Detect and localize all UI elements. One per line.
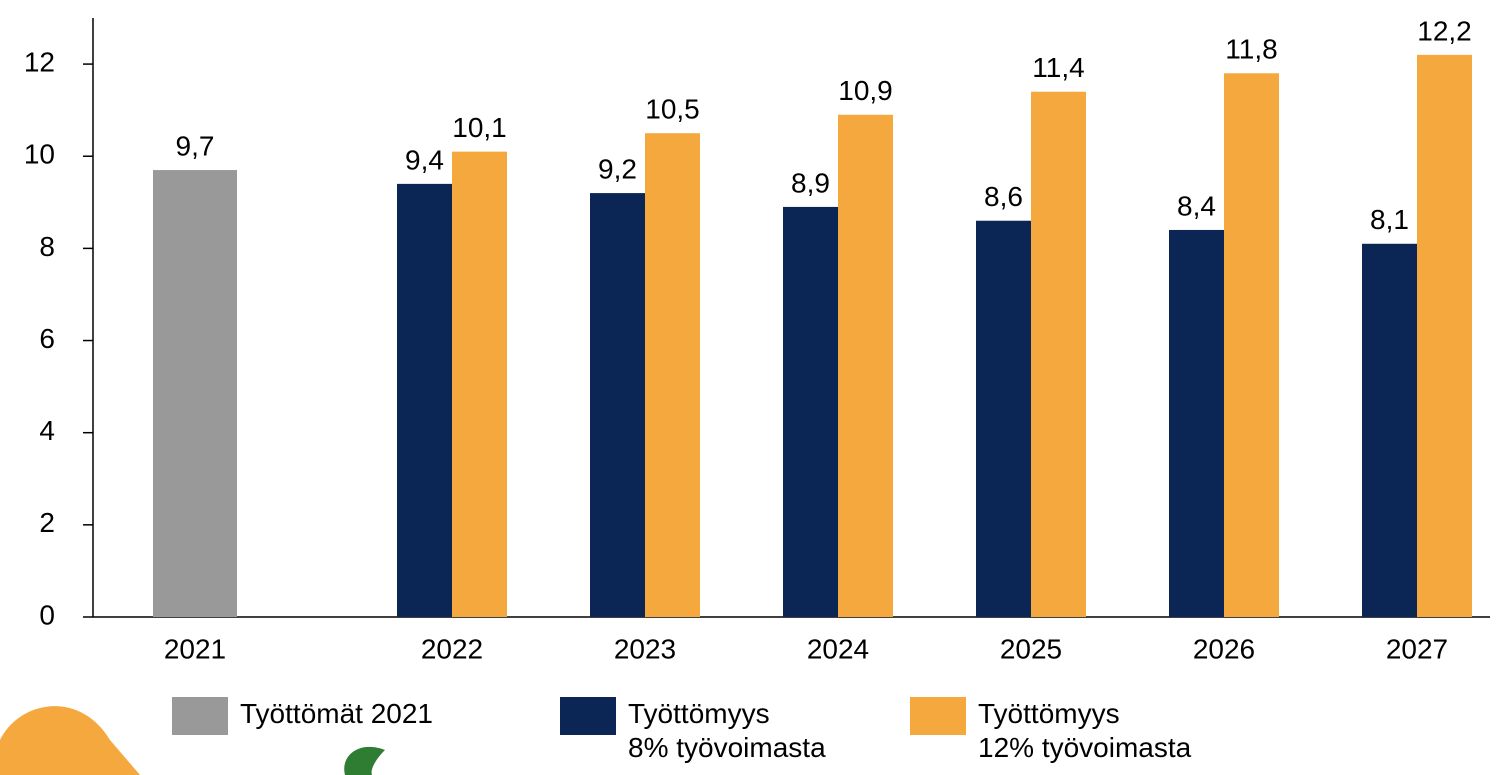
value-label: 12,2 <box>1417 15 1472 46</box>
bar <box>1362 243 1417 617</box>
legend-swatch <box>172 697 228 735</box>
x-tick-label: 2027 <box>1386 633 1448 664</box>
value-label: 8,1 <box>1370 204 1409 235</box>
bar <box>1169 229 1224 617</box>
y-tick-label: 8 <box>39 231 55 262</box>
legend-item: Työttömyys 12% työvoimasta <box>910 697 1191 765</box>
legend-swatch <box>910 697 966 735</box>
value-label: 11,4 <box>1032 52 1084 83</box>
decoration <box>0 706 140 775</box>
bar <box>452 151 507 617</box>
y-tick-label: 10 <box>24 139 55 170</box>
value-label: 8,6 <box>984 181 1023 212</box>
legend-label: Työttömyys 8% työvoimasta <box>628 698 826 763</box>
value-label: 11,8 <box>1225 34 1277 65</box>
value-label: 10,9 <box>838 75 893 106</box>
bar <box>1224 73 1279 618</box>
y-tick-label: 12 <box>24 46 55 77</box>
value-label: 10,5 <box>645 94 700 125</box>
x-tick-label: 2021 <box>164 633 226 664</box>
y-tick-label: 4 <box>39 415 55 446</box>
y-tick-label: 6 <box>39 323 55 354</box>
legend-swatch <box>560 697 616 735</box>
value-label: 9,7 <box>176 130 215 161</box>
x-tick-label: 2022 <box>421 633 483 664</box>
bar <box>976 220 1031 617</box>
value-label: 8,9 <box>791 167 830 198</box>
legend-label: Työttömät 2021 <box>240 698 434 729</box>
bar <box>1031 91 1086 617</box>
bar <box>1417 54 1472 618</box>
bar <box>153 170 237 618</box>
value-label: 9,2 <box>598 153 637 184</box>
x-tick-label: 2026 <box>1193 633 1255 664</box>
value-label: 9,4 <box>405 144 444 175</box>
legend-label: Työttömyys 12% työvoimasta <box>978 698 1192 763</box>
legend-item: Työttömyys 8% työvoimasta <box>560 697 826 765</box>
decoration <box>344 746 385 775</box>
value-label: 8,4 <box>1177 190 1216 221</box>
x-tick-label: 2025 <box>1000 633 1062 664</box>
y-tick-label: 0 <box>39 599 55 630</box>
x-tick-label: 2023 <box>614 633 676 664</box>
legend-item: Työttömät 2021 <box>172 697 433 735</box>
bar <box>783 206 838 617</box>
value-label: 10,1 <box>452 112 507 143</box>
bar <box>590 193 645 618</box>
bar <box>838 114 893 617</box>
y-tick-label: 2 <box>39 507 55 538</box>
x-tick-label: 2024 <box>807 633 869 664</box>
bar <box>645 133 700 617</box>
bar <box>397 183 452 617</box>
